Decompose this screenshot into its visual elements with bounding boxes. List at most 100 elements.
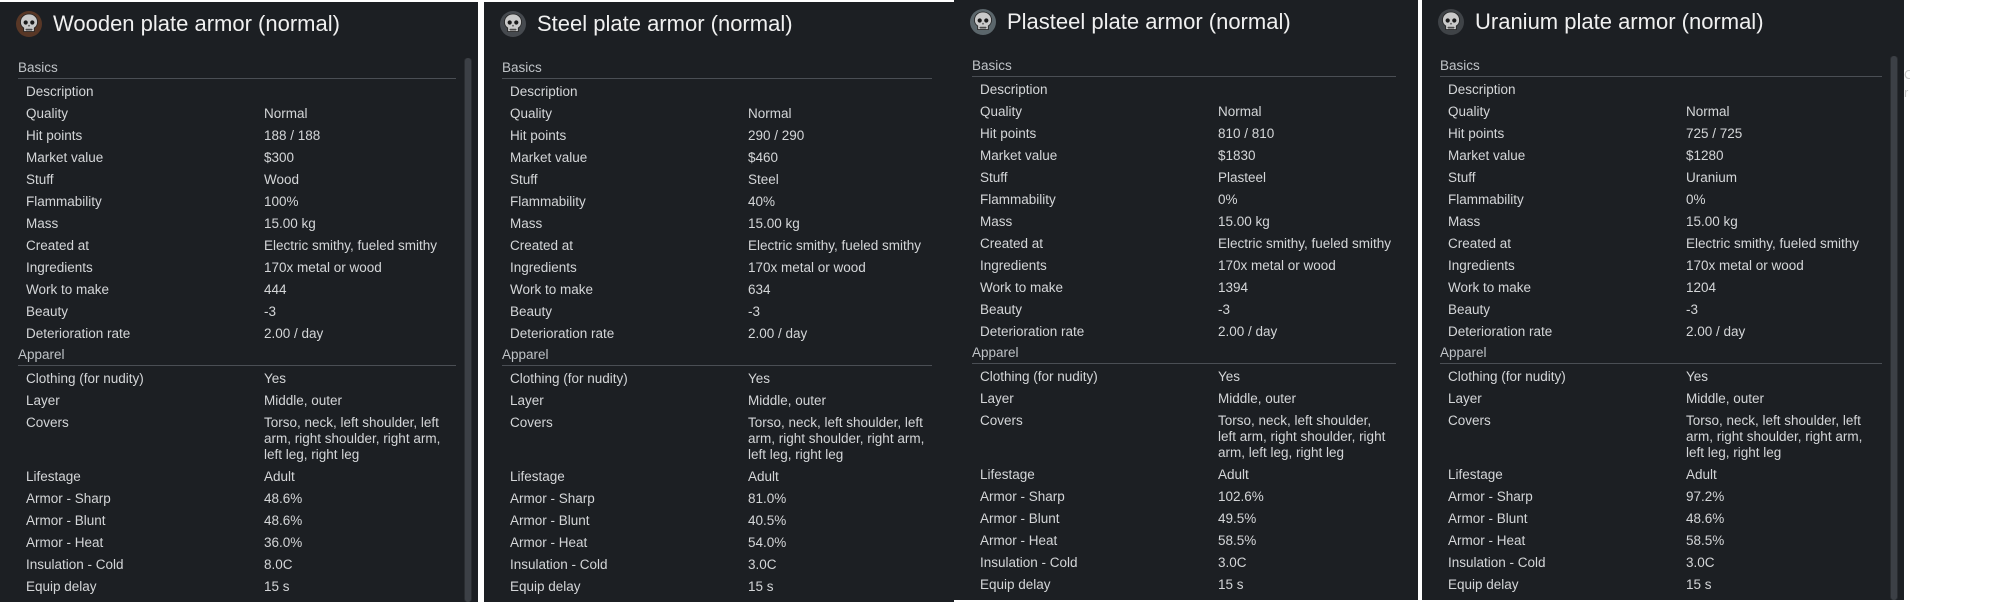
- stat-row[interactable]: Armor - Blunt 40.5%: [502, 510, 932, 532]
- stat-row[interactable]: Market value $460: [502, 147, 932, 169]
- stat-row[interactable]: Mass 15.00 kg: [972, 211, 1396, 233]
- stat-row[interactable]: Layer Middle, outer: [502, 390, 932, 412]
- scrollbar[interactable]: [464, 58, 472, 602]
- stat-row[interactable]: Insulation - Cold 3.0C: [972, 552, 1396, 574]
- stat-row[interactable]: Description: [1440, 79, 1882, 101]
- stat-row[interactable]: Market value $300: [18, 147, 456, 169]
- stat-row[interactable]: Clothing (for nudity) Yes: [972, 366, 1396, 388]
- stat-value: 58.5%: [1686, 533, 1725, 548]
- stat-row[interactable]: Armor - Sharp 97.2%: [1440, 486, 1882, 508]
- stat-row[interactable]: Covers Torso, neck, left shoulder, left a…: [972, 410, 1396, 464]
- stat-row[interactable]: Work to make 1394: [972, 277, 1396, 299]
- stat-row[interactable]: Beauty -3: [502, 301, 932, 323]
- stat-row[interactable]: Stuff Plasteel: [972, 167, 1396, 189]
- stat-row[interactable]: Layer Middle, outer: [972, 388, 1396, 410]
- stat-row[interactable]: Description: [972, 79, 1396, 101]
- stat-row[interactable]: Mass 15.00 kg: [18, 213, 456, 235]
- stat-row[interactable]: Created at Electric smithy, fueled smithy: [502, 235, 932, 257]
- stat-row[interactable]: Ingredients 170x metal or wood: [972, 255, 1396, 277]
- stat-row[interactable]: Ingredients 170x metal or wood: [1440, 255, 1882, 277]
- stat-row[interactable]: Armor - Heat 58.5%: [972, 530, 1396, 552]
- stat-row[interactable]: Deterioration rate 2.00 / day: [972, 321, 1396, 343]
- stat-row[interactable]: Beauty -3: [18, 301, 456, 323]
- stat-row[interactable]: Clothing (for nudity) Yes: [18, 368, 456, 390]
- stat-row[interactable]: Deterioration rate 2.00 / day: [502, 323, 932, 345]
- stat-row[interactable]: Lifestage Adult: [18, 466, 456, 488]
- stat-row[interactable]: Hit points 188 / 188: [18, 125, 456, 147]
- stat-row[interactable]: Armor - Sharp 48.6%: [18, 488, 456, 510]
- stat-row[interactable]: Stuff Steel: [502, 169, 932, 191]
- stat-row[interactable]: Equip delay 15 s: [972, 574, 1396, 596]
- stat-row[interactable]: Work to make 1204: [1440, 277, 1882, 299]
- stat-row[interactable]: Armor - Blunt 48.6%: [1440, 508, 1882, 530]
- stat-row[interactable]: Clothing (for nudity) Yes: [502, 368, 932, 390]
- stat-row[interactable]: Armor - Heat 36.0%: [18, 532, 456, 554]
- stat-row[interactable]: Flammability 40%: [502, 191, 932, 213]
- stat-row[interactable]: Created at Electric smithy, fueled smithy: [972, 233, 1396, 255]
- stat-label: Armor - Blunt: [980, 511, 1060, 526]
- stat-row[interactable]: Market value $1830: [972, 145, 1396, 167]
- stat-row[interactable]: Lifestage Adult: [972, 464, 1396, 486]
- stat-row[interactable]: Beauty -3: [972, 299, 1396, 321]
- stat-row[interactable]: Armor - Heat 58.5%: [1440, 530, 1882, 552]
- stat-row[interactable]: Mass 15.00 kg: [1440, 211, 1882, 233]
- stat-row[interactable]: Mass 15.00 kg: [502, 213, 932, 235]
- stat-row[interactable]: Flammability 0%: [972, 189, 1396, 211]
- stat-row[interactable]: Market value $1280: [1440, 145, 1882, 167]
- stat-row[interactable]: Stuff Uranium: [1440, 167, 1882, 189]
- stat-row[interactable]: Lifestage Adult: [502, 466, 932, 488]
- stat-row[interactable]: Covers Torso, neck, left shoulder, left a…: [18, 412, 456, 466]
- stat-row[interactable]: Insulation - Cold 3.0C: [502, 554, 932, 576]
- stat-value: Yes: [1218, 369, 1241, 384]
- stat-row[interactable]: Beauty -3: [1440, 299, 1882, 321]
- stat-row[interactable]: Work to make 444: [18, 279, 456, 301]
- stat-row[interactable]: Covers Torso, neck, left shoulder, left a…: [1440, 410, 1882, 464]
- stat-row[interactable]: Quality Normal: [1440, 101, 1882, 123]
- stat-row[interactable]: Layer Middle, outer: [1440, 388, 1882, 410]
- stat-row[interactable]: Ingredients 170x metal or wood: [18, 257, 456, 279]
- stat-row[interactable]: Layer Middle, outer: [18, 390, 456, 412]
- scrollbar-thumb[interactable]: [465, 58, 471, 602]
- stat-value: Electric smithy, fueled smithy: [1218, 236, 1392, 251]
- stat-row[interactable]: Clothing (for nudity) Yes: [1440, 366, 1882, 388]
- stat-value: -3: [264, 304, 277, 319]
- stat-row[interactable]: Insulation - Cold 3.0C: [1440, 552, 1882, 574]
- stat-row[interactable]: Work to make 634: [502, 279, 932, 301]
- stat-row[interactable]: Flammability 100%: [18, 191, 456, 213]
- stat-row[interactable]: Armor - Heat 54.0%: [502, 532, 932, 554]
- stat-label: Lifestage: [980, 467, 1035, 482]
- stat-value: Torso, neck, left shoulder, left arm, ri…: [264, 415, 441, 462]
- stat-row[interactable]: Armor - Blunt 48.6%: [18, 510, 456, 532]
- stat-row[interactable]: Stuff Wood: [18, 169, 456, 191]
- stat-row[interactable]: Equip delay 15 s: [502, 576, 932, 598]
- stat-row[interactable]: Armor - Sharp 81.0%: [502, 488, 932, 510]
- stat-row[interactable]: Hit points 810 / 810: [972, 123, 1396, 145]
- stat-label: Hit points: [980, 126, 1037, 141]
- scrollbar-thumb[interactable]: [1891, 56, 1897, 600]
- stat-row[interactable]: Armor - Sharp 102.6%: [972, 486, 1396, 508]
- stat-row[interactable]: Equip delay 15 s: [18, 576, 456, 598]
- scrollbar[interactable]: [1890, 56, 1898, 600]
- section-header-apparel: Apparel: [1440, 343, 1882, 364]
- stat-row[interactable]: Flammability 0%: [1440, 189, 1882, 211]
- stat-row[interactable]: Description: [18, 81, 456, 103]
- stat-row[interactable]: Hit points 725 / 725: [1440, 123, 1882, 145]
- stat-row[interactable]: Created at Electric smithy, fueled smithy: [18, 235, 456, 257]
- stat-row[interactable]: Hit points 290 / 290: [502, 125, 932, 147]
- stat-row[interactable]: Equip delay 15 s: [1440, 574, 1882, 596]
- stat-row[interactable]: Description: [502, 81, 932, 103]
- stat-row[interactable]: Deterioration rate 2.00 / day: [18, 323, 456, 345]
- stat-row[interactable]: Lifestage Adult: [1440, 464, 1882, 486]
- section-header-basics: Basics: [502, 58, 932, 79]
- stat-row[interactable]: Armor - Blunt 49.5%: [972, 508, 1396, 530]
- stat-value: 40.5%: [748, 513, 787, 528]
- stat-row[interactable]: Covers Torso, neck, left shoulder, left a…: [502, 412, 932, 466]
- stat-row[interactable]: Deterioration rate 2.00 / day: [1440, 321, 1882, 343]
- stat-row[interactable]: Quality Normal: [972, 101, 1396, 123]
- stat-row[interactable]: Ingredients 170x metal or wood: [502, 257, 932, 279]
- stat-row[interactable]: Created at Electric smithy, fueled smithy: [1440, 233, 1882, 255]
- stat-row[interactable]: Insulation - Cold 8.0C: [18, 554, 456, 576]
- stat-row[interactable]: Quality Normal: [502, 103, 932, 125]
- stat-label: Layer: [26, 393, 60, 408]
- stat-row[interactable]: Quality Normal: [18, 103, 456, 125]
